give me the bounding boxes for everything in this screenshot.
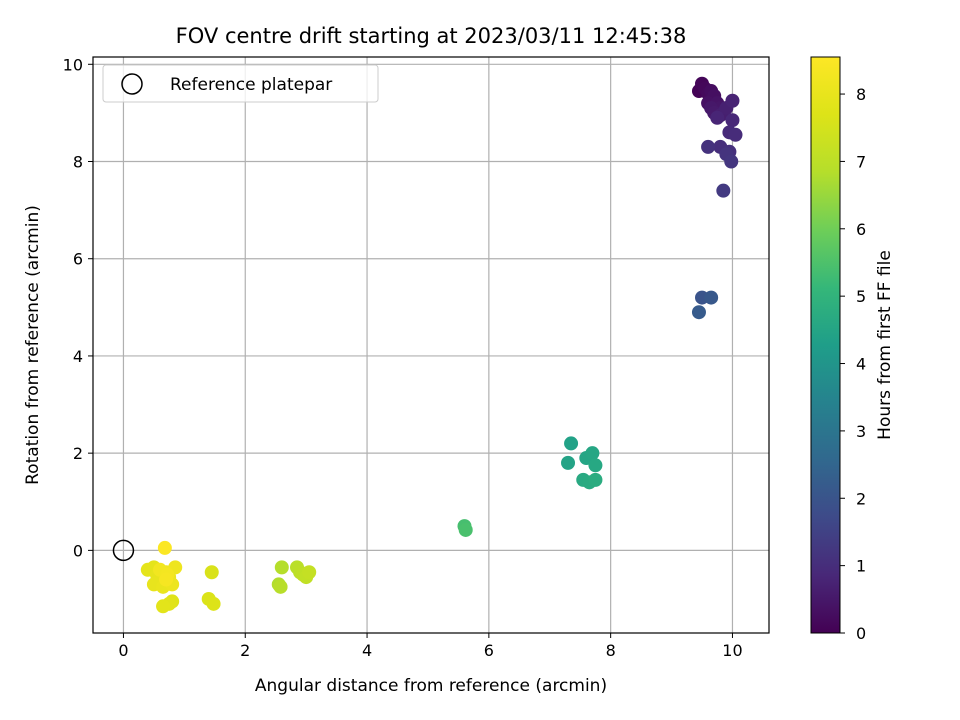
- chart-title: FOV centre drift starting at 2023/03/11 …: [176, 24, 687, 48]
- x-axis-ticks: 0 2 4 6 8 10: [118, 633, 743, 660]
- reference-point-marker: [112, 539, 135, 562]
- data-point: [710, 110, 725, 125]
- legend-box: [102, 64, 379, 103]
- data-point: [725, 113, 740, 128]
- x-tick-label: 6: [484, 641, 494, 660]
- y-tick-label: 0: [73, 541, 83, 560]
- x-tick-label: 10: [722, 641, 742, 660]
- grid-lines: [93, 57, 769, 633]
- plot-frame: [92, 56, 770, 634]
- y-tick-label: 4: [73, 347, 83, 366]
- data-point: [704, 290, 719, 305]
- colorbar-tick-label: 3: [856, 422, 866, 441]
- colorbar: 0 1 2 3 4 5 6 7 8 Hours from first FF file: [810, 56, 895, 643]
- y-tick-label: 8: [73, 153, 83, 172]
- colorbar-tick-label: 5: [856, 287, 866, 306]
- data-point: [274, 560, 289, 575]
- data-point: [156, 599, 171, 614]
- data-point: [588, 472, 603, 487]
- data-point: [302, 565, 317, 580]
- y-axis-ticks: 0 2 4 6 8 10: [63, 55, 93, 560]
- data-point: [561, 455, 576, 470]
- data-point: [585, 446, 600, 461]
- data-point: [206, 596, 221, 611]
- colorbar-tick-label: 8: [856, 85, 866, 104]
- legend: Reference platepar: [102, 64, 379, 103]
- data-point: [159, 572, 174, 587]
- colorbar-tick-label: 7: [856, 152, 866, 171]
- legend-entry: Reference platepar: [170, 75, 332, 95]
- data-points: [112, 76, 743, 614]
- colorbar-tick-label: 6: [856, 220, 866, 239]
- data-point: [691, 305, 706, 320]
- data-point: [725, 93, 740, 108]
- y-tick-label: 6: [73, 250, 83, 269]
- x-tick-label: 2: [240, 641, 250, 660]
- x-tick-label: 8: [606, 641, 616, 660]
- data-point: [701, 139, 716, 154]
- data-point: [728, 127, 743, 142]
- y-tick-label: 10: [63, 55, 83, 74]
- x-tick-label: 0: [118, 641, 128, 660]
- colorbar-tick-label: 0: [856, 624, 866, 643]
- colorbar-tick-label: 2: [856, 489, 866, 508]
- x-tick-label: 4: [362, 641, 372, 660]
- data-point: [458, 522, 473, 537]
- colorbar-tick-label: 1: [856, 557, 866, 576]
- colorbar-label: Hours from first FF file: [875, 250, 895, 440]
- y-axis-label: Rotation from reference (arcmin): [23, 205, 43, 485]
- data-point: [588, 458, 603, 473]
- legend-marker: [121, 73, 143, 95]
- data-point: [273, 579, 288, 594]
- y-tick-label: 2: [73, 444, 83, 463]
- x-axis-label: Angular distance from reference (arcmin): [255, 676, 607, 696]
- colorbar-tick-label: 4: [856, 355, 866, 374]
- data-point: [204, 565, 219, 580]
- data-point: [157, 540, 172, 555]
- colorbar-ticks: 0 1 2 3 4 5 6 7 8: [840, 85, 866, 643]
- data-point: [716, 183, 731, 198]
- data-point: [564, 436, 579, 451]
- data-point: [724, 154, 739, 169]
- colorbar-gradient: [810, 56, 841, 634]
